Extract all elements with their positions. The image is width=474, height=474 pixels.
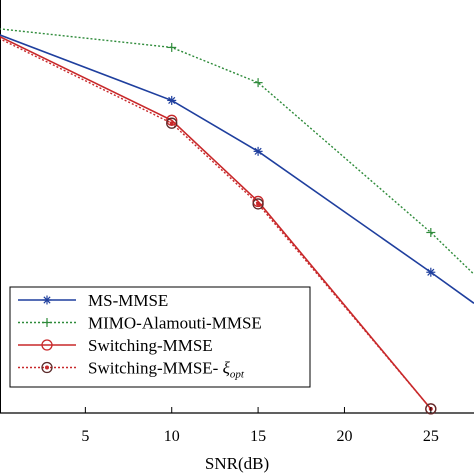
legend-entry-2: Switching-MMSE [18, 336, 213, 355]
series-path [0, 38, 432, 410]
legend-entry-3: Switching-MMSE- ξopt [18, 359, 245, 381]
x-tick-label: 15 [250, 428, 266, 445]
x-ticks: 5 10 15 20 25 [81, 407, 439, 445]
legend-box [9, 286, 311, 388]
series-line-3 [0, 38, 437, 415]
data-point-circle-dot [252, 198, 264, 210]
data-point-plus [426, 227, 436, 237]
x-tick-label: 20 [336, 428, 352, 445]
x-axis-label: SNR(dB) [205, 454, 269, 473]
data-point-plus [42, 318, 52, 327]
legend: MS-MMSE MIMO-Alamouti-MMSE Switching-MMSE S… [9, 286, 311, 388]
data-point-plus [253, 78, 263, 88]
data-point-plus [167, 42, 177, 52]
plot-frame [0, 0, 474, 414]
series-line-0 [0, 34, 474, 304]
data-point-circle [41, 339, 53, 351]
series-line-1 [0, 28, 474, 275]
legend-label: MIMO-Alamouti-MMSE [88, 314, 262, 333]
data-point-circle-dot [166, 117, 178, 129]
data-point-star [42, 295, 52, 305]
legend-label: Switching-MMSE- ξopt [88, 359, 245, 381]
x-tick-label: 25 [423, 428, 439, 445]
legend-entry-1: MIMO-Alamouti-MMSE [18, 314, 262, 333]
series-path [0, 35, 432, 410]
x-tick-label: 10 [164, 428, 180, 445]
legend-label: MS-MMSE [88, 291, 168, 310]
legend-label: Switching-MMSE [88, 336, 213, 355]
x-tick-label: 5 [81, 428, 89, 445]
series-path [0, 28, 474, 275]
series-layer [0, 28, 474, 415]
data-point-circle-dot [41, 361, 53, 374]
data-point-star [426, 267, 436, 277]
series-path [0, 34, 474, 304]
data-point-circle [166, 114, 178, 126]
data-point-star [167, 95, 177, 105]
data-point-star [253, 146, 263, 156]
legend-entry-0: MS-MMSE [18, 291, 168, 310]
